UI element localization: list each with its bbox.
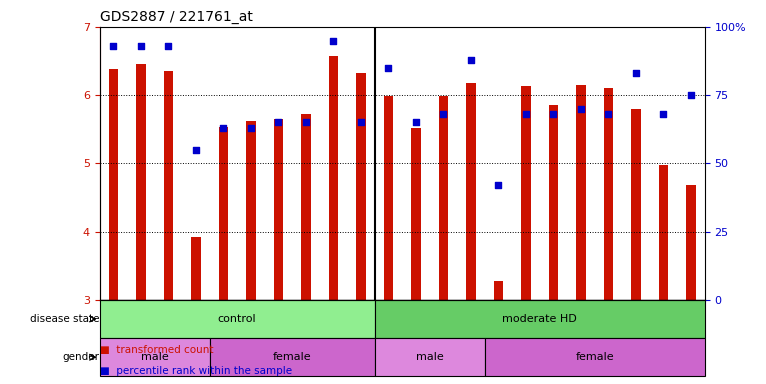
Point bbox=[602, 111, 614, 118]
Bar bbox=[218, 127, 228, 300]
Point bbox=[135, 43, 147, 49]
Text: ■  transformed count: ■ transformed count bbox=[100, 345, 213, 355]
Point bbox=[382, 65, 394, 71]
Text: control: control bbox=[218, 314, 257, 324]
Bar bbox=[163, 71, 173, 300]
Bar bbox=[273, 119, 283, 300]
Point bbox=[300, 119, 312, 126]
Point bbox=[218, 125, 230, 131]
Text: gender: gender bbox=[63, 352, 100, 362]
Bar bbox=[631, 109, 641, 300]
Point bbox=[410, 119, 422, 126]
Bar bbox=[356, 73, 365, 300]
Bar bbox=[136, 65, 146, 300]
Bar bbox=[301, 114, 311, 300]
Text: female: female bbox=[273, 352, 312, 362]
FancyBboxPatch shape bbox=[375, 300, 705, 338]
Point bbox=[574, 106, 587, 112]
Bar bbox=[576, 85, 586, 300]
Bar bbox=[246, 121, 256, 300]
Point bbox=[437, 111, 450, 118]
Point bbox=[272, 119, 284, 126]
Bar bbox=[109, 69, 118, 300]
Bar bbox=[604, 88, 614, 300]
Text: male: male bbox=[416, 352, 444, 362]
Text: female: female bbox=[575, 352, 614, 362]
FancyBboxPatch shape bbox=[210, 338, 375, 376]
Point bbox=[107, 43, 119, 49]
FancyBboxPatch shape bbox=[485, 338, 705, 376]
Point bbox=[657, 111, 669, 118]
Point bbox=[355, 119, 367, 126]
Point bbox=[520, 111, 532, 118]
Text: ■  percentile rank within the sample: ■ percentile rank within the sample bbox=[100, 366, 292, 376]
Bar bbox=[686, 185, 696, 300]
Point bbox=[465, 56, 477, 63]
Text: male: male bbox=[141, 352, 169, 362]
Point bbox=[493, 182, 505, 188]
Bar bbox=[521, 86, 531, 300]
Bar bbox=[411, 128, 421, 300]
Bar bbox=[548, 105, 558, 300]
Point bbox=[547, 111, 559, 118]
Bar bbox=[329, 56, 339, 300]
Point bbox=[685, 92, 697, 98]
Text: moderate HD: moderate HD bbox=[502, 314, 577, 324]
FancyBboxPatch shape bbox=[100, 338, 210, 376]
Point bbox=[327, 38, 339, 44]
Bar bbox=[191, 237, 201, 300]
FancyBboxPatch shape bbox=[100, 300, 375, 338]
Text: disease state: disease state bbox=[30, 314, 100, 324]
Point bbox=[190, 147, 202, 153]
Text: GDS2887 / 221761_at: GDS2887 / 221761_at bbox=[100, 10, 253, 25]
Bar bbox=[493, 281, 503, 300]
Point bbox=[630, 70, 642, 76]
Bar bbox=[439, 96, 448, 300]
FancyBboxPatch shape bbox=[375, 338, 485, 376]
Bar bbox=[659, 165, 668, 300]
Bar bbox=[466, 83, 476, 300]
Point bbox=[162, 43, 175, 49]
Point bbox=[245, 125, 257, 131]
Bar bbox=[384, 96, 393, 300]
